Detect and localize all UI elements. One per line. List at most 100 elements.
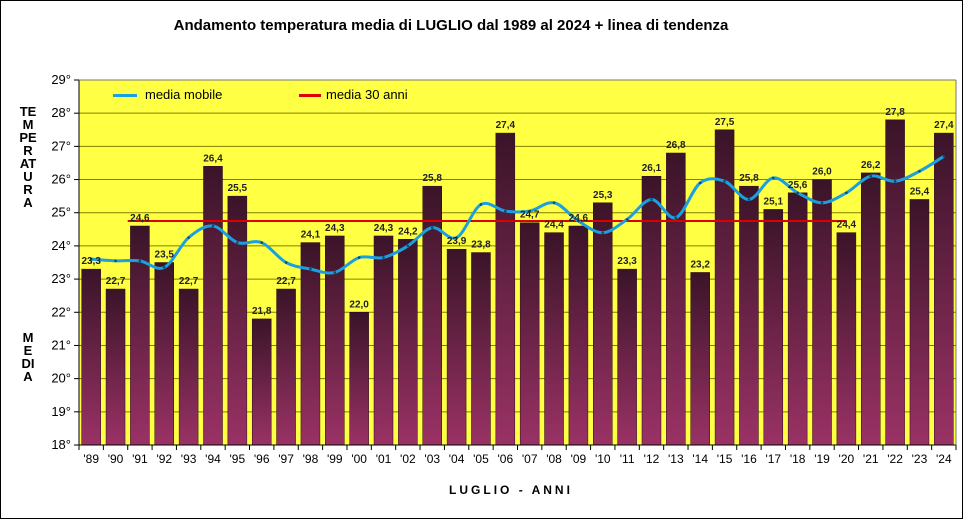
x-tick-label: '15	[717, 452, 733, 466]
bar	[934, 132, 954, 446]
data-label: 22,7	[276, 276, 296, 287]
x-tick-label: '03	[424, 452, 440, 466]
bar	[325, 235, 345, 446]
bar	[909, 199, 930, 446]
x-tick-label: '11	[620, 452, 635, 466]
bar	[690, 272, 710, 446]
x-tick-label: '18	[790, 452, 806, 466]
moving-average-line	[91, 155, 945, 275]
x-tick-label: '12	[644, 452, 660, 466]
x-tick-label: '89	[83, 452, 99, 466]
data-label: 24,4	[544, 220, 564, 231]
bar	[130, 225, 150, 446]
bar	[81, 268, 101, 446]
y-tick-label: 24°	[51, 238, 71, 253]
moving-average-point	[333, 271, 337, 274]
y-tick-label: 21°	[51, 337, 71, 352]
data-label: 23,3	[617, 256, 637, 267]
x-tick-label: '00	[351, 452, 367, 466]
x-tick-label: '02	[400, 452, 416, 466]
x-tick-label: '20	[839, 452, 855, 466]
x-tick-label: '08	[546, 452, 562, 466]
y-tick-label: 27°	[51, 138, 71, 153]
moving-average-point	[820, 201, 824, 205]
moving-average-point	[284, 261, 288, 264]
data-label: 24,3	[325, 223, 345, 234]
bar	[154, 262, 175, 446]
moving-average-point	[211, 224, 215, 228]
bar	[544, 232, 564, 446]
moving-average-point	[771, 176, 775, 180]
moving-average-point	[650, 198, 653, 201]
bar	[641, 175, 662, 446]
x-tick-label: '01	[376, 452, 392, 466]
y-tick-label: 19°	[51, 404, 71, 419]
data-label: 25,1	[764, 196, 784, 207]
bar	[422, 185, 442, 446]
moving-average-point	[796, 191, 799, 195]
data-label: 25,5	[228, 183, 248, 194]
bar	[739, 185, 759, 446]
bar	[495, 132, 516, 446]
x-tick-label: '97	[278, 452, 294, 466]
bar	[763, 209, 784, 446]
bar	[617, 268, 637, 446]
data-label: 25,6	[788, 180, 808, 191]
x-tick-label: '94	[205, 452, 221, 466]
y-tick-label: 20°	[51, 371, 71, 386]
y-tick-label: 25°	[51, 205, 71, 220]
x-tick-label: '90	[108, 452, 124, 466]
data-label: 24,2	[398, 226, 418, 237]
legend-moving-average: media mobile	[145, 87, 223, 102]
y-tick-label: 23°	[51, 271, 71, 286]
moving-average-point	[625, 218, 629, 221]
moving-average-point	[674, 216, 678, 220]
moving-average-point	[918, 169, 921, 173]
y-tick-label: 26°	[51, 172, 71, 187]
data-label: 22,0	[349, 299, 369, 310]
x-axis-label: LUGLIO - ANNI	[449, 483, 573, 497]
data-label: 26,1	[642, 163, 662, 174]
moving-average-point	[187, 236, 190, 239]
data-label: 24,4	[837, 220, 857, 231]
moving-average-point	[455, 236, 458, 239]
moving-average-point	[114, 259, 117, 263]
bar	[300, 242, 321, 446]
x-tick-label: '17	[765, 452, 781, 466]
moving-average-point	[601, 231, 605, 234]
bar	[885, 119, 905, 446]
data-label: 25,3	[593, 190, 613, 201]
x-tick-label: '04	[449, 452, 465, 466]
moving-average-point	[577, 219, 580, 223]
moving-average-point	[942, 155, 946, 158]
moving-average-point	[430, 226, 434, 229]
bar	[373, 235, 394, 446]
bar	[519, 222, 540, 446]
x-tick-label: '14	[692, 452, 708, 466]
data-label: 22,7	[106, 276, 126, 287]
data-label: 26,8	[666, 140, 686, 151]
bar	[105, 288, 126, 446]
x-tick-label: '92	[156, 452, 172, 466]
data-label: 21,8	[252, 306, 272, 317]
x-tick-label: '10	[595, 452, 611, 466]
legend-moving-average-swatch	[113, 94, 137, 97]
bar	[593, 202, 613, 446]
moving-average-point	[260, 241, 264, 244]
bar	[860, 172, 881, 446]
moving-average-point	[406, 244, 410, 248]
moving-average-point	[893, 179, 897, 183]
moving-average-point	[309, 267, 312, 271]
x-tick-label: '98	[303, 452, 319, 466]
bar	[836, 232, 857, 446]
bar	[178, 288, 199, 446]
data-label: 27,4	[496, 120, 516, 131]
x-tick-label: '24	[936, 452, 952, 466]
y-tick-label: 28°	[51, 105, 71, 120]
data-label: 22,7	[179, 276, 199, 287]
data-label: 27,5	[715, 117, 735, 128]
moving-average-point	[698, 181, 702, 185]
data-label: 23,3	[81, 256, 101, 267]
x-tick-label: '96	[254, 452, 270, 466]
